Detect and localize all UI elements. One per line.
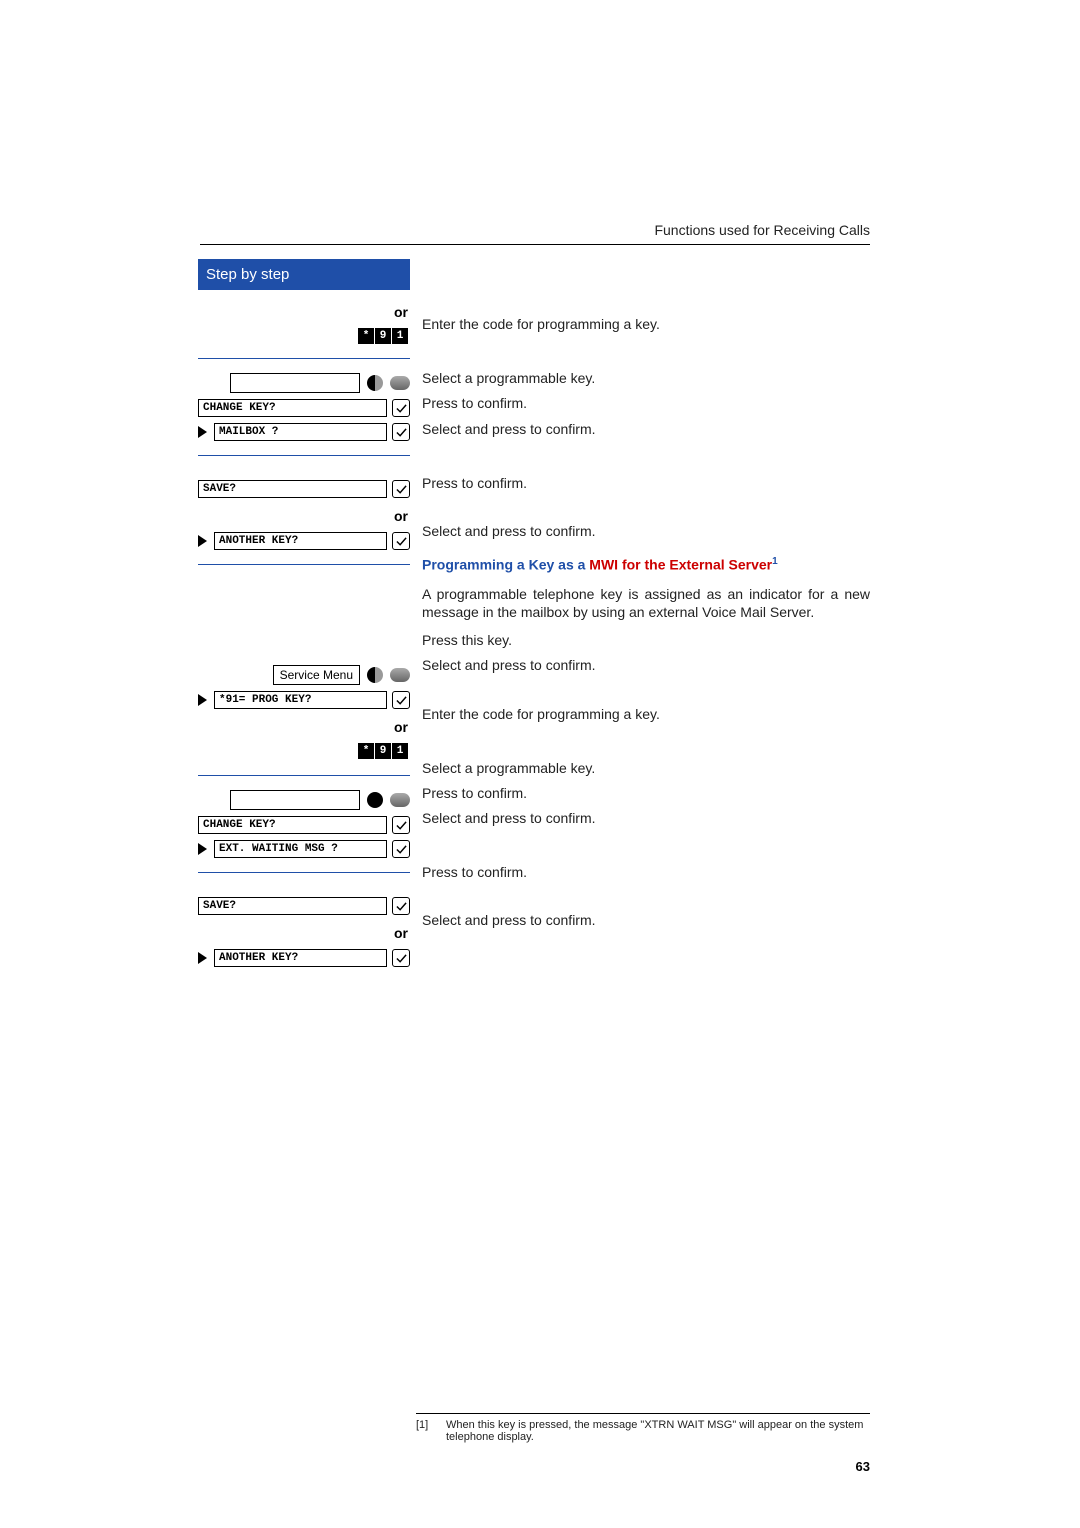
confirm-icon <box>392 691 410 709</box>
display-mailbox: MAILBOX ? <box>214 423 387 441</box>
step-block: Service Menu *91= PROG KEY? or * 9 1 <box>198 565 410 776</box>
instruction-text: Select and press to confirm. <box>422 911 870 929</box>
step-block: SAVE? or ANOTHER KEY? <box>198 873 410 981</box>
step-row: ANOTHER KEY? <box>198 532 410 550</box>
button-icon <box>390 376 410 390</box>
button-icon <box>390 793 410 807</box>
content-area: Step by step or * 9 1 CHANGE KEY? <box>198 259 870 981</box>
display-prog-key: *91= PROG KEY? <box>214 691 387 709</box>
select-icon <box>198 426 207 438</box>
key-star: * <box>358 328 374 344</box>
key-star: * <box>358 743 374 759</box>
display-another-key: ANOTHER KEY? <box>214 532 387 550</box>
code-entry: * 9 1 <box>358 743 408 759</box>
instruction-text: Press to confirm. <box>422 863 870 881</box>
key-1: 1 <box>392 743 408 759</box>
heading-blue: Programming a Key as a <box>422 557 589 573</box>
key-1: 1 <box>392 328 408 344</box>
confirm-icon <box>392 480 410 498</box>
instruction-text: Select a programmable key. <box>422 759 870 777</box>
led-icon <box>367 667 383 683</box>
step-row <box>198 790 410 810</box>
instruction-text: Press this key. <box>422 631 870 649</box>
or-label: or <box>394 304 408 320</box>
step-row: EXT. WAITING MSG ? <box>198 840 410 858</box>
heading-red: MWI for the External Server <box>589 557 772 573</box>
or-label: or <box>394 719 408 735</box>
step-row: ANOTHER KEY? <box>198 949 410 967</box>
step-row: SAVE? <box>198 480 410 498</box>
step-block: SAVE? or ANOTHER KEY? <box>198 456 410 565</box>
display-change-key: CHANGE KEY? <box>198 816 387 834</box>
step-block: CHANGE KEY? EXT. WAITING MSG ? <box>198 776 410 873</box>
display-save: SAVE? <box>198 897 387 915</box>
step-sidebar: Step by step or * 9 1 CHANGE KEY? <box>198 259 410 981</box>
instruction-text: Press to confirm. <box>422 784 870 802</box>
footnote-marker: [1] <box>416 1419 436 1443</box>
manual-page: Functions used for Receiving Calls Step … <box>0 0 1080 1528</box>
step-row <box>198 373 410 393</box>
sidebar-title: Step by step <box>198 259 410 290</box>
or-label: or <box>394 925 408 941</box>
key-9: 9 <box>375 743 391 759</box>
empty-display <box>230 373 360 393</box>
confirm-icon <box>392 532 410 550</box>
section-header: Functions used for Receiving Calls <box>654 222 870 238</box>
button-icon <box>390 668 410 682</box>
step-row: MAILBOX ? <box>198 423 410 441</box>
paragraph-text: A programmable telephone key is assigned… <box>422 585 870 621</box>
or-label: or <box>394 508 408 524</box>
instruction-text: Select and press to confirm. <box>422 809 870 827</box>
display-ext-waiting: EXT. WAITING MSG ? <box>214 840 387 858</box>
step-row: CHANGE KEY? <box>198 816 410 834</box>
empty-display <box>230 790 360 810</box>
instruction-text: Enter the code for programming a key. <box>422 705 870 723</box>
step-row: *91= PROG KEY? <box>198 691 410 709</box>
service-menu-box: Service Menu <box>273 665 360 685</box>
instruction-text: Select and press to confirm. <box>422 656 870 674</box>
heading-footnote-ref: 1 <box>772 556 778 567</box>
instructions-column: Enter the code for programming a key. Se… <box>410 259 870 981</box>
confirm-icon <box>392 897 410 915</box>
header-rule <box>200 244 870 245</box>
confirm-icon <box>392 816 410 834</box>
key-9: 9 <box>375 328 391 344</box>
step-block: or * 9 1 <box>198 290 410 359</box>
confirm-icon <box>392 423 410 441</box>
display-save: SAVE? <box>198 480 387 498</box>
instruction-text: Select and press to confirm. <box>422 420 870 438</box>
instruction-text: Select and press to confirm. <box>422 522 870 540</box>
select-icon <box>198 843 207 855</box>
section-heading: Programming a Key as a MWI for the Exter… <box>422 556 870 573</box>
footnote-text: When this key is pressed, the message "X… <box>446 1419 870 1443</box>
instruction-text: Enter the code for programming a key. <box>422 315 870 333</box>
confirm-icon <box>392 399 410 417</box>
code-entry: * 9 1 <box>358 328 408 344</box>
instruction-text: Press to confirm. <box>422 474 870 492</box>
select-icon <box>198 535 207 547</box>
display-change-key: CHANGE KEY? <box>198 399 387 417</box>
instruction-text: Select a programmable key. <box>422 369 870 387</box>
led-icon <box>367 375 383 391</box>
display-another-key: ANOTHER KEY? <box>214 949 387 967</box>
page-number: 63 <box>856 1459 870 1474</box>
select-icon <box>198 694 207 706</box>
step-row: SAVE? <box>198 897 410 915</box>
instruction-text: Press to confirm. <box>422 394 870 412</box>
led-on-icon <box>367 792 383 808</box>
footnote: [1] When this key is pressed, the messag… <box>416 1413 870 1443</box>
confirm-icon <box>392 840 410 858</box>
step-block: CHANGE KEY? MAILBOX ? <box>198 359 410 456</box>
confirm-icon <box>392 949 410 967</box>
step-row: CHANGE KEY? <box>198 399 410 417</box>
step-row: Service Menu <box>198 665 410 685</box>
select-icon <box>198 952 207 964</box>
